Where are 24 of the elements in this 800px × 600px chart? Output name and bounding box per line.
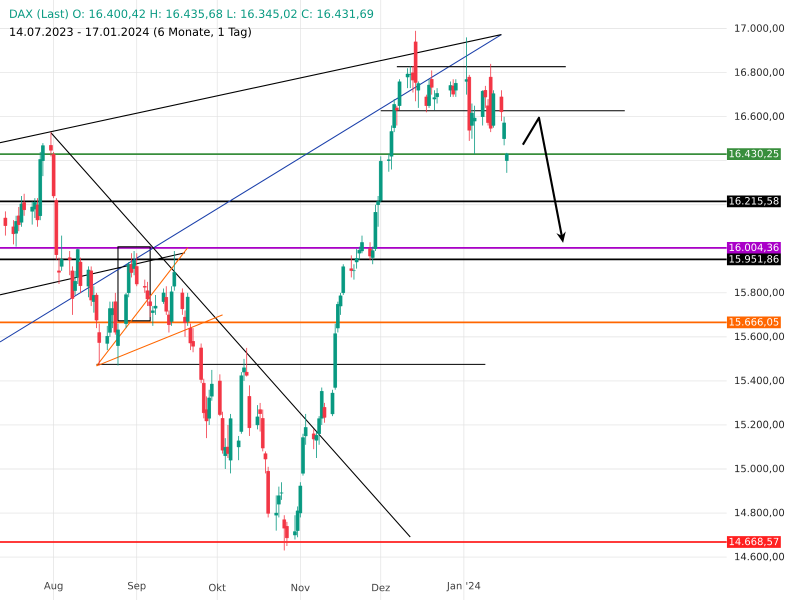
x-tick-label: Dez	[372, 584, 390, 592]
y-tick-label: 15.200,00	[735, 420, 784, 430]
y-tick-label: 15.400,00	[735, 376, 784, 386]
x-tick-label: Jan '24	[446, 582, 480, 592]
ref-line-label: 15.951,86	[730, 255, 779, 264]
x-tick-label: Sep	[128, 582, 146, 592]
y-tick-label: 15.000,00	[735, 464, 784, 474]
y-tick-label: 15.800,00	[735, 288, 784, 298]
text: 14.07.2023 - 17.01.2024 (6 Monate, 1 Tag)	[10, 27, 251, 38]
ref-line-label: 16.004,36	[730, 244, 779, 252]
y-tick-label: 16.800,00	[735, 68, 784, 77]
x-tick-label: Okt	[209, 584, 226, 592]
ref-line-label: 16.215,58	[730, 197, 779, 206]
x-tick-label: Aug	[44, 582, 62, 592]
y-tick-label: 15.600,00	[735, 332, 784, 342]
x-tick-label: Nov	[292, 584, 310, 592]
y-tick-label: 14.600,00	[735, 552, 784, 562]
y-tick-label: 14.800,00	[735, 508, 784, 518]
text: DAX (Last) O: 16.400,42 H: 16.435,68 L: 16.345,02 C: 16.431,69	[10, 9, 374, 20]
y-tick-label: 16.600,00	[735, 112, 784, 121]
ref-line-label: 16.430,25	[730, 150, 778, 158]
y-tick-label: 17.000,00	[735, 24, 784, 33]
ref-line-label: 14.668,57	[730, 538, 778, 546]
ref-line-label: 15.666,05	[730, 318, 778, 327]
